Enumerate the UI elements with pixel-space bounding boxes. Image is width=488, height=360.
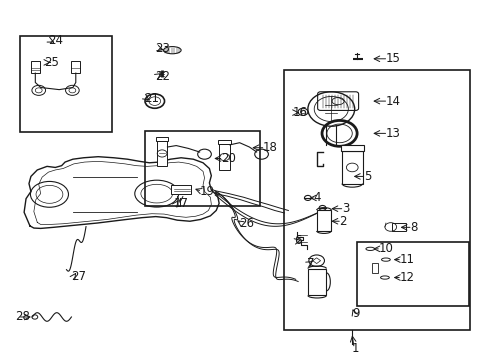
Text: 9: 9 [351, 307, 359, 320]
Bar [157, 141, 167, 166]
Bar [371, 263, 377, 273]
Text: 3: 3 [341, 202, 349, 215]
FancyBboxPatch shape [317, 92, 358, 111]
FancyBboxPatch shape [71, 60, 80, 73]
Text: 7: 7 [306, 257, 314, 270]
Text: 6: 6 [294, 234, 301, 247]
Bar [341, 151, 362, 184]
Text: 20: 20 [221, 152, 236, 165]
Text: 26: 26 [239, 217, 254, 230]
Bar [171, 185, 190, 194]
Bar [144, 131, 260, 206]
Bar [284, 69, 469, 330]
Text: 5: 5 [363, 170, 370, 183]
Polygon shape [24, 157, 219, 228]
Text: 4: 4 [313, 192, 321, 204]
Text: 16: 16 [292, 106, 306, 119]
Text: 17: 17 [173, 197, 188, 210]
Text: 11: 11 [399, 253, 414, 266]
Text: 27: 27 [71, 270, 86, 283]
Text: 28: 28 [15, 310, 30, 324]
Bar [391, 223, 406, 231]
Bar [307, 269, 326, 296]
FancyBboxPatch shape [31, 60, 40, 73]
Text: 13: 13 [385, 127, 400, 140]
Text: 1: 1 [351, 342, 359, 355]
Bar [156, 137, 168, 141]
Text: 14: 14 [385, 95, 400, 108]
Text: 15: 15 [385, 52, 400, 65]
Text: 25: 25 [44, 56, 60, 69]
Text: 2: 2 [339, 215, 346, 228]
Bar [356, 242, 468, 306]
Text: 19: 19 [199, 185, 214, 198]
Text: 10: 10 [378, 242, 393, 255]
Bar [316, 210, 330, 231]
Text: 21: 21 [144, 92, 159, 105]
Text: 12: 12 [399, 271, 414, 284]
Bar [219, 144, 229, 170]
Text: 8: 8 [409, 221, 417, 234]
Text: 23: 23 [155, 41, 169, 54]
Text: 22: 22 [155, 69, 169, 82]
Text: 18: 18 [263, 141, 277, 154]
Bar [340, 145, 363, 151]
Bar [217, 140, 231, 144]
Text: 24: 24 [48, 34, 63, 48]
Bar [20, 36, 112, 132]
